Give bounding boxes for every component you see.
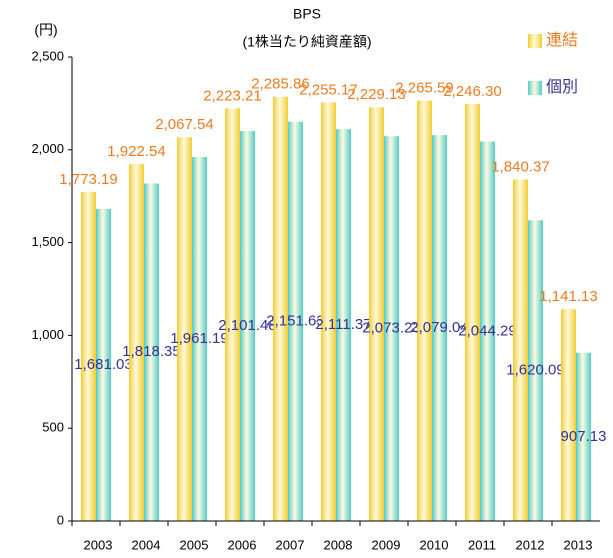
bar — [273, 96, 288, 521]
bar — [384, 136, 399, 522]
data-label: 2,151.63 — [266, 312, 324, 329]
bar — [528, 220, 543, 522]
x-tick-label: 2005 — [180, 537, 209, 552]
legend-label: 連結 — [546, 31, 578, 49]
bar — [576, 352, 591, 521]
x-tick-label: 2006 — [228, 537, 257, 552]
data-label: 1,141.13 — [539, 288, 597, 305]
bar — [225, 108, 240, 521]
x-tick-label: 2003 — [84, 537, 113, 552]
bar — [432, 135, 447, 521]
data-label: 2,246.30 — [443, 83, 501, 100]
data-label: 2,223.21 — [203, 87, 261, 104]
y-tick-label: 0 — [57, 512, 64, 527]
y-tick-label: 1,000 — [31, 327, 64, 342]
data-label: 2,255.17 — [299, 81, 357, 98]
data-label: 2,073.23 — [362, 320, 420, 337]
chart-subtitle: (1株当たり純資産額) — [242, 34, 371, 50]
data-label: 1,818.35 — [122, 343, 180, 360]
bar — [288, 121, 303, 521]
x-tick-label: 2004 — [132, 537, 161, 552]
bar — [192, 157, 207, 521]
bar — [369, 107, 384, 522]
x-tick-label: 2011 — [468, 537, 496, 552]
bar — [177, 137, 192, 521]
legend-swatch — [528, 34, 542, 48]
bar — [144, 183, 159, 522]
bar — [240, 130, 255, 521]
legend-swatch — [528, 81, 542, 95]
data-label: 2,265.59 — [395, 79, 453, 96]
y-tick-label: 500 — [42, 420, 64, 435]
x-tick-label: 2010 — [420, 537, 449, 552]
data-label: 1,681.03 — [74, 356, 132, 373]
bar — [81, 191, 96, 521]
y-tick-label: 1,500 — [31, 234, 64, 249]
data-label: 2,285.86 — [251, 76, 309, 93]
data-label: 1,620.09 — [506, 362, 564, 379]
data-label: 2,067.54 — [155, 116, 213, 133]
bar — [480, 141, 495, 521]
data-label: 907.13 — [561, 428, 607, 445]
data-label: 1,840.37 — [491, 158, 549, 175]
data-label: 2,111.37 — [315, 316, 371, 333]
data-label: 2,101.48 — [218, 317, 276, 334]
data-label: 1,922.54 — [107, 143, 165, 160]
data-label: 2,079.04 — [410, 319, 468, 336]
bar — [336, 129, 351, 521]
y-tick-label: 2,500 — [31, 48, 64, 63]
legend-label: 個別 — [546, 78, 578, 96]
x-tick-label: 2008 — [324, 537, 353, 552]
data-label: 1,773.19 — [59, 171, 117, 188]
x-tick-label: 2009 — [372, 537, 401, 552]
x-tick-label: 2012 — [516, 537, 545, 552]
y-axis-label: (円) — [34, 22, 57, 38]
bar — [561, 309, 576, 521]
data-label: 2,229.13 — [347, 86, 405, 103]
data-label: 1,961.19 — [170, 330, 228, 347]
bar — [129, 164, 144, 521]
y-tick-label: 2,000 — [31, 141, 64, 156]
data-label: 2,044.29 — [458, 322, 516, 339]
bar — [465, 104, 480, 521]
bar — [417, 100, 432, 521]
bar — [513, 179, 528, 522]
x-tick-label: 2007 — [276, 537, 305, 552]
chart-title: BPS — [293, 6, 321, 22]
bar — [321, 102, 336, 522]
x-tick-label: 2013 — [564, 537, 593, 552]
bar — [96, 209, 111, 521]
